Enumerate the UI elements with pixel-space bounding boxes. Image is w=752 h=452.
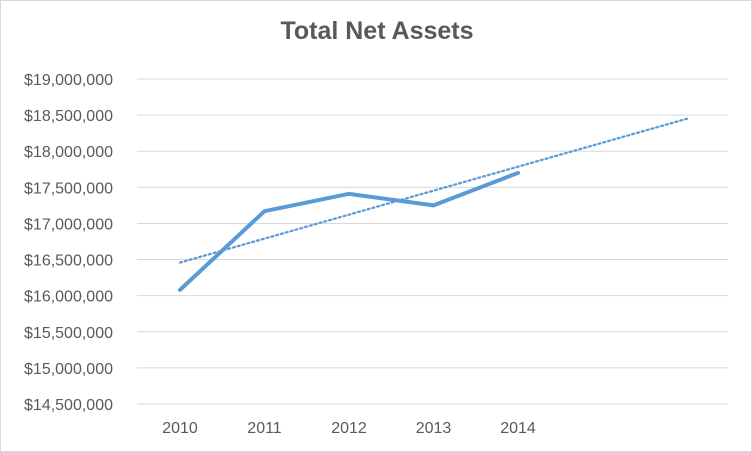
y-tick-label: $14,500,000 xyxy=(24,397,113,414)
y-tick-label: $15,000,000 xyxy=(24,361,113,378)
y-tick-label: $18,500,000 xyxy=(24,108,113,125)
y-tick-label: $19,000,000 xyxy=(24,72,113,89)
x-tick-label: 2012 xyxy=(331,420,367,437)
x-tick-label: 2013 xyxy=(416,420,452,437)
y-tick-label: $15,500,000 xyxy=(24,325,113,342)
x-tick-label: 2010 xyxy=(162,420,198,437)
x-tick-label: 2011 xyxy=(247,420,282,437)
y-tick-label: $17,000,000 xyxy=(24,216,113,233)
y-tick-label: $17,500,000 xyxy=(24,180,113,197)
x-tick-label: 2014 xyxy=(500,420,536,437)
trendline xyxy=(178,117,689,264)
y-tick-label: $16,000,000 xyxy=(24,289,113,306)
y-tick-label: $16,500,000 xyxy=(24,253,113,270)
series-line xyxy=(178,170,520,292)
chart-title: Total Net Assets xyxy=(280,17,474,45)
y-tick-label: $18,000,000 xyxy=(24,144,113,161)
